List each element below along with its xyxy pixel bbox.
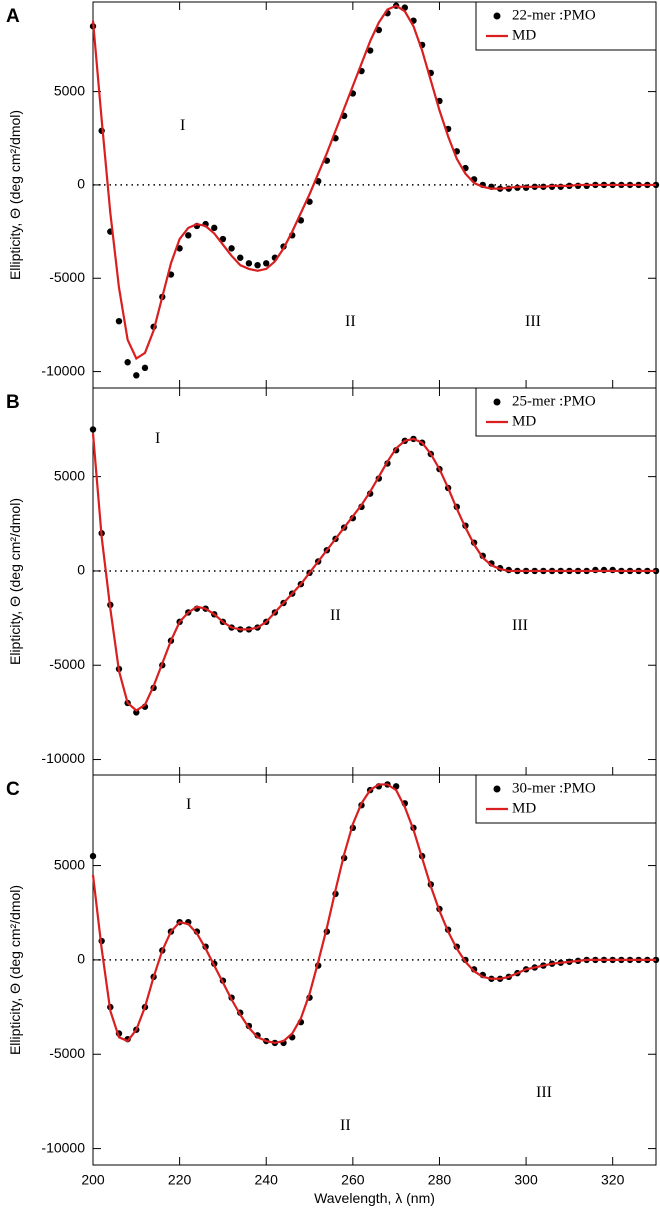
data-point <box>254 261 261 269</box>
y-tick-label: 0 <box>77 176 85 192</box>
y-tick-label: 5000 <box>54 856 85 872</box>
legend-label: 22-mer :PMO <box>512 7 596 23</box>
plot-frame <box>92 1 657 389</box>
structure-label: I <box>186 796 191 813</box>
structure-label: II <box>345 313 356 330</box>
data-point <box>228 245 235 252</box>
y-tick-label: -5000 <box>49 656 85 672</box>
data-point <box>133 709 140 716</box>
data-point <box>219 235 227 243</box>
plot-frame <box>92 774 657 1166</box>
x-tick-label: 200 <box>81 1172 105 1188</box>
x-tick-label: 320 <box>601 1172 625 1188</box>
legend-label: 30-mer :PMO <box>512 780 596 796</box>
panel-letter: B <box>6 392 20 413</box>
data-point <box>124 359 131 366</box>
x-tick-label: 220 <box>168 1172 192 1188</box>
data-point <box>115 317 123 325</box>
structure-label: II <box>340 1117 351 1134</box>
x-axis-label: Wavelength, λ (nm) <box>314 1190 435 1206</box>
y-tick-label: -10000 <box>41 1139 85 1155</box>
md-curve <box>91 783 656 1045</box>
md-curve <box>91 433 656 712</box>
data-point <box>185 232 192 239</box>
legend-label: MD <box>512 800 536 816</box>
x-tick-label: 260 <box>341 1172 365 1188</box>
y-tick-label: 5000 <box>54 82 85 98</box>
legend-marker <box>493 398 501 406</box>
structure-label: II <box>330 607 341 624</box>
structure-label: III <box>525 313 541 330</box>
panel-letter: C <box>6 779 20 800</box>
y-tick-label: -5000 <box>49 1045 85 1061</box>
y-tick-label: -10000 <box>41 362 85 378</box>
legend-box <box>475 774 657 824</box>
data-point <box>211 224 218 232</box>
data-point <box>133 372 140 379</box>
y-axis-label: Elipticity, Θ (deg cm²/dmol) <box>7 498 23 665</box>
legend-label: 25-mer :PMO <box>512 393 596 409</box>
structure-label: III <box>536 1084 552 1101</box>
legend-marker <box>493 785 501 793</box>
legend-box <box>475 1 657 51</box>
data-point <box>89 852 97 860</box>
structure-label: III <box>512 617 528 634</box>
data-point <box>245 260 253 267</box>
data-point <box>89 426 97 433</box>
y-axis-label: Ellipticity, Θ (deg cm²/dmol) <box>7 885 23 1055</box>
y-tick-label: -10000 <box>41 750 85 766</box>
data-point <box>237 254 244 261</box>
x-tick-label: 240 <box>255 1172 279 1188</box>
structure-label: I <box>180 117 185 134</box>
x-tick-label: 300 <box>514 1172 538 1188</box>
structure-label: I <box>155 430 160 447</box>
y-tick-label: 0 <box>77 562 85 578</box>
data-point <box>141 364 149 372</box>
data-point <box>366 47 374 54</box>
legend-label: MD <box>512 413 536 429</box>
md-curve <box>91 4 656 361</box>
y-tick-label: 5000 <box>54 467 85 483</box>
legend-label: MD <box>512 27 536 43</box>
legend-box <box>475 387 657 437</box>
panel-letter: A <box>6 6 20 27</box>
data-point <box>263 260 270 267</box>
plot-frame <box>92 387 657 776</box>
y-tick-label: 0 <box>77 951 85 967</box>
legend-marker <box>493 12 501 20</box>
x-tick-label: 280 <box>428 1172 452 1188</box>
y-axis-label: Ellipticity, Θ (deg cm²/dmol) <box>7 110 23 280</box>
y-tick-label: -5000 <box>49 269 85 285</box>
